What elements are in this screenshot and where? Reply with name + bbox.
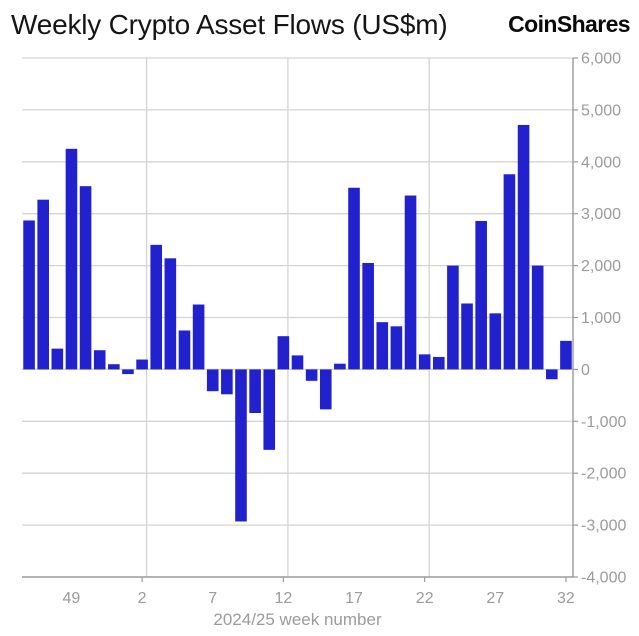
bar-week-22[interactable]	[418, 354, 431, 370]
x-tick-label-22: 22	[416, 590, 434, 607]
bar-week-9[interactable]	[235, 369, 247, 522]
bar-week-23[interactable]	[432, 356, 445, 370]
y-tick-label--4000: -4,000	[581, 570, 626, 587]
bar-week-21[interactable]	[404, 195, 417, 370]
y-tick-label--1000: -1,000	[581, 414, 626, 431]
bar-week-20[interactable]	[390, 326, 403, 370]
bar-week-12[interactable]	[277, 336, 290, 370]
x-tick-label-32: 32	[557, 590, 575, 607]
bar-week-24[interactable]	[447, 265, 459, 370]
bar-week-26[interactable]	[475, 220, 487, 370]
x-tick-label-7: 7	[208, 590, 217, 607]
bar-week-47[interactable]	[37, 199, 49, 370]
y-tick-label-2000: 2,000	[581, 258, 621, 275]
bar-week-19[interactable]	[376, 322, 389, 370]
coinshares-logo: CoinShares	[508, 11, 630, 37]
bar-week-1[interactable]	[122, 369, 134, 375]
bar-week-31[interactable]	[546, 369, 558, 380]
y-tick-label--3000: -3,000	[581, 518, 626, 535]
x-tick-label-12: 12	[275, 590, 293, 607]
bar-week-50[interactable]	[79, 186, 92, 370]
x-axis-title: 2024/25 week number	[213, 610, 382, 629]
y-tick-label-1000: 1,000	[581, 310, 621, 327]
bar-week-52[interactable]	[108, 364, 120, 370]
bar-week-51[interactable]	[93, 350, 106, 370]
bar-week-29[interactable]	[517, 124, 530, 370]
bar-week-25[interactable]	[461, 303, 473, 370]
bar-week-30[interactable]	[531, 265, 544, 370]
x-tick-label-49: 49	[63, 590, 81, 607]
bar-week-32[interactable]	[560, 340, 572, 370]
bar-week-17[interactable]	[348, 187, 360, 370]
bar-week-18[interactable]	[362, 263, 374, 370]
bar-week-14[interactable]	[305, 369, 318, 381]
y-tick-label-5000: 5,000	[581, 102, 621, 119]
x-tick-label-2: 2	[138, 590, 147, 607]
bar-week-27[interactable]	[489, 313, 502, 370]
bar-week-15[interactable]	[319, 369, 332, 410]
x-tick-label-17: 17	[345, 590, 363, 607]
bar-week-3[interactable]	[150, 244, 163, 370]
bar-week-28[interactable]	[503, 174, 516, 370]
bar-week-10[interactable]	[249, 369, 261, 413]
bar-week-48[interactable]	[51, 348, 64, 370]
y-tick-label-3000: 3,000	[581, 206, 621, 223]
bar-week-8[interactable]	[221, 369, 233, 395]
bar-week-2[interactable]	[136, 359, 148, 370]
bar-week-13[interactable]	[291, 355, 304, 370]
chart-title: Weekly Crypto Asset Flows (US$m)	[11, 9, 448, 40]
bar-week-49[interactable]	[65, 148, 78, 370]
bar-week-16[interactable]	[334, 363, 346, 370]
y-tick-label-4000: 4,000	[581, 154, 621, 171]
bar-week-6[interactable]	[192, 304, 205, 370]
x-tick-label-27: 27	[486, 590, 504, 607]
bar-week-4[interactable]	[164, 258, 177, 370]
bar-week-11[interactable]	[263, 369, 276, 450]
y-tick-label-6000: 6,000	[581, 51, 621, 68]
y-tick-label--2000: -2,000	[581, 466, 626, 483]
bar-week-46[interactable]	[23, 220, 35, 370]
y-tick-label-0: 0	[581, 362, 590, 379]
bar-week-7[interactable]	[206, 369, 219, 392]
bar-week-5[interactable]	[178, 330, 191, 370]
